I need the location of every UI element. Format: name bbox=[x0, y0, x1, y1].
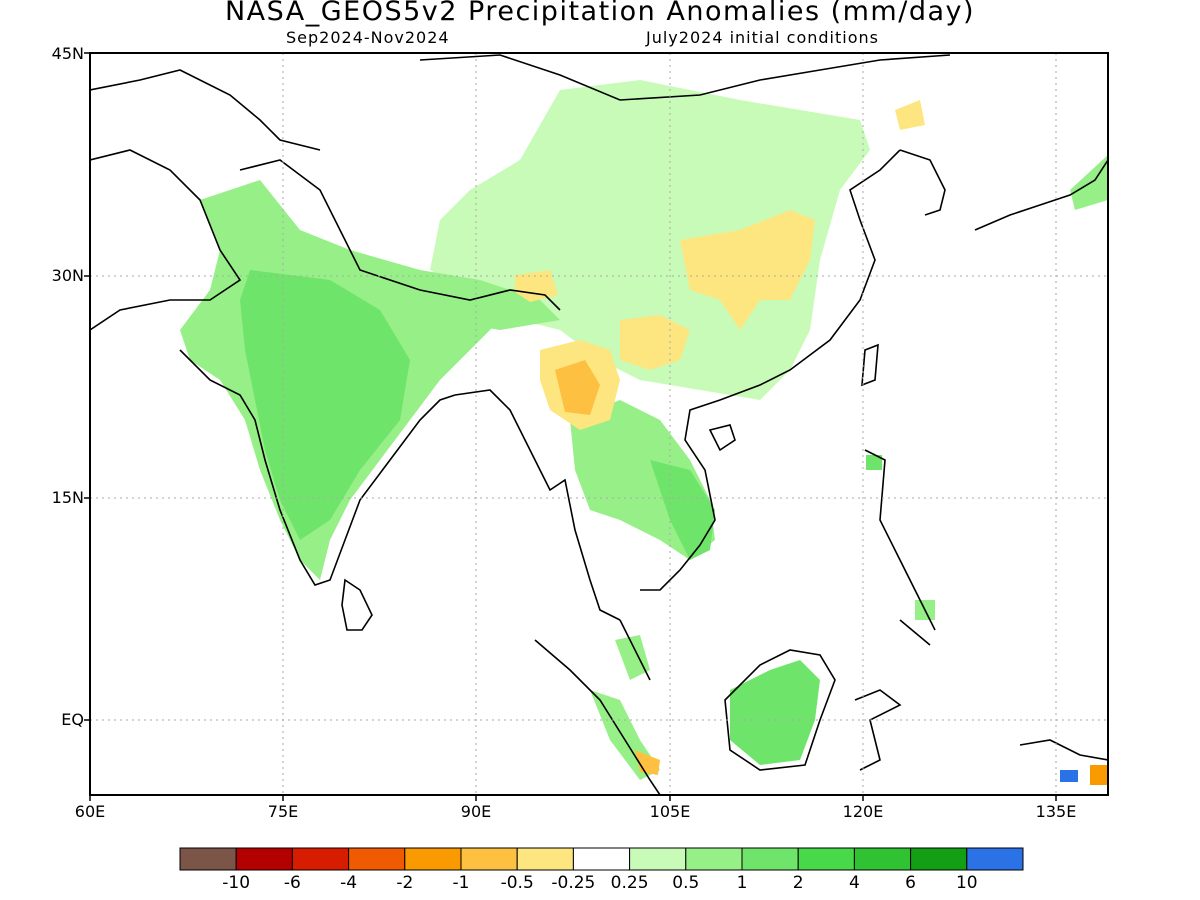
coastline-new-guinea bbox=[1019, 739, 1108, 761]
colorbar-label: 4 bbox=[848, 873, 860, 893]
colorbar-swatch bbox=[572, 847, 631, 871]
coastline-sri-lanka bbox=[341, 578, 373, 631]
lon-label-60e: 60E bbox=[74, 802, 106, 821]
anomaly-dry-yunnan bbox=[620, 315, 690, 370]
colorbar-swatch bbox=[404, 847, 462, 871]
graticule bbox=[90, 53, 1108, 795]
colorbar-swatch bbox=[235, 847, 293, 871]
colorbar-label: -0.25 bbox=[551, 873, 596, 893]
anomaly-dry-korea bbox=[895, 100, 925, 130]
colorbar-swatch bbox=[741, 847, 799, 871]
anomaly-wet-japan bbox=[1070, 155, 1108, 210]
anomaly-dry-new-guinea bbox=[1090, 765, 1108, 785]
lat-label-45n: 45N bbox=[51, 44, 84, 63]
colorbar-swatch bbox=[348, 847, 406, 871]
colorbar-swatch bbox=[910, 847, 968, 871]
colorbar-swatch bbox=[291, 847, 350, 871]
colorbar-label: -4 bbox=[340, 873, 358, 893]
anomaly-fields bbox=[180, 80, 1108, 785]
anomaly-wet-borneo bbox=[730, 660, 820, 765]
colorbar-label: 2 bbox=[792, 873, 804, 893]
colorbar-label: -10 bbox=[222, 873, 251, 893]
coastline-sulawesi bbox=[854, 689, 902, 771]
map-frame bbox=[89, 52, 1109, 796]
anomaly-wet-philippines bbox=[866, 455, 882, 470]
lat-label-eq: EQ bbox=[61, 710, 84, 729]
anomaly-weak-wet-north-china bbox=[600, 120, 780, 210]
coastline-japan bbox=[974, 159, 1108, 231]
lon-label-105e: 105E bbox=[649, 802, 691, 821]
anomaly-dry-sumatra bbox=[635, 750, 660, 775]
coastline-taiwan bbox=[861, 343, 879, 387]
colorbar-label: 0.25 bbox=[610, 873, 649, 893]
anomaly-wet-vietnam bbox=[650, 460, 715, 560]
colorbar-label: -1 bbox=[452, 873, 470, 893]
colorbar-label: -2 bbox=[396, 873, 414, 893]
anomaly-wet-central-india bbox=[240, 270, 410, 540]
colorbar-label: 6 bbox=[905, 873, 916, 893]
anomaly-dry-tibet bbox=[515, 270, 558, 302]
lat-label-15n: 15N bbox=[51, 488, 84, 507]
lat-label-30n: 30N bbox=[51, 266, 84, 285]
colorbar-label: 10 bbox=[955, 873, 978, 893]
tick-marks bbox=[84, 52, 1057, 801]
colorbar-swatch bbox=[685, 847, 743, 871]
init-conditions-label: July2024 initial conditions bbox=[646, 28, 879, 47]
colorbar-swatch bbox=[797, 847, 855, 871]
lon-label-90e: 90E bbox=[460, 802, 492, 821]
coastline-india bbox=[179, 349, 456, 586]
lon-label-120e: 120E bbox=[842, 802, 884, 821]
coastline-myanmar bbox=[454, 389, 621, 621]
anomaly-moderate-dry-myanmar bbox=[555, 360, 600, 415]
coastlines bbox=[90, 54, 1108, 795]
colorbar-label: 1 bbox=[736, 873, 748, 893]
colorbar-label: -6 bbox=[283, 873, 301, 893]
colorbar bbox=[179, 847, 1024, 871]
colorbar-label: 0.5 bbox=[672, 873, 700, 893]
period-label: Sep2024-Nov2024 bbox=[286, 28, 450, 47]
colorbar-swatch bbox=[460, 847, 518, 871]
colorbar-swatch bbox=[179, 847, 237, 871]
border-mongolia bbox=[419, 54, 951, 101]
coastline-hainan bbox=[708, 424, 736, 452]
colorbar-label: -0.5 bbox=[500, 873, 534, 893]
border-central-asia bbox=[90, 69, 321, 331]
colorbar-swatch bbox=[516, 847, 574, 871]
colorbar-swatch bbox=[629, 847, 687, 871]
coastline-philippines bbox=[864, 449, 936, 646]
colorbar-swatch bbox=[966, 847, 1024, 871]
lon-label-75e: 75E bbox=[267, 802, 299, 821]
coastline-korea bbox=[899, 149, 946, 216]
map-title: NASA_GEOS5v2 Precipitation Anomalies (mm… bbox=[224, 0, 976, 27]
anomaly-wet-himalaya bbox=[340, 270, 560, 330]
anomaly-dry-south-china bbox=[680, 210, 815, 330]
border-himalaya bbox=[239, 159, 561, 311]
lon-label-135e: 135E bbox=[1035, 802, 1077, 821]
anomaly-wet-malaya bbox=[615, 635, 650, 680]
coastline-borneo bbox=[724, 649, 836, 771]
coastline-indochina bbox=[619, 149, 901, 681]
colorbar-swatch bbox=[853, 847, 912, 871]
anomaly-very-wet-new-guinea bbox=[1060, 770, 1078, 782]
